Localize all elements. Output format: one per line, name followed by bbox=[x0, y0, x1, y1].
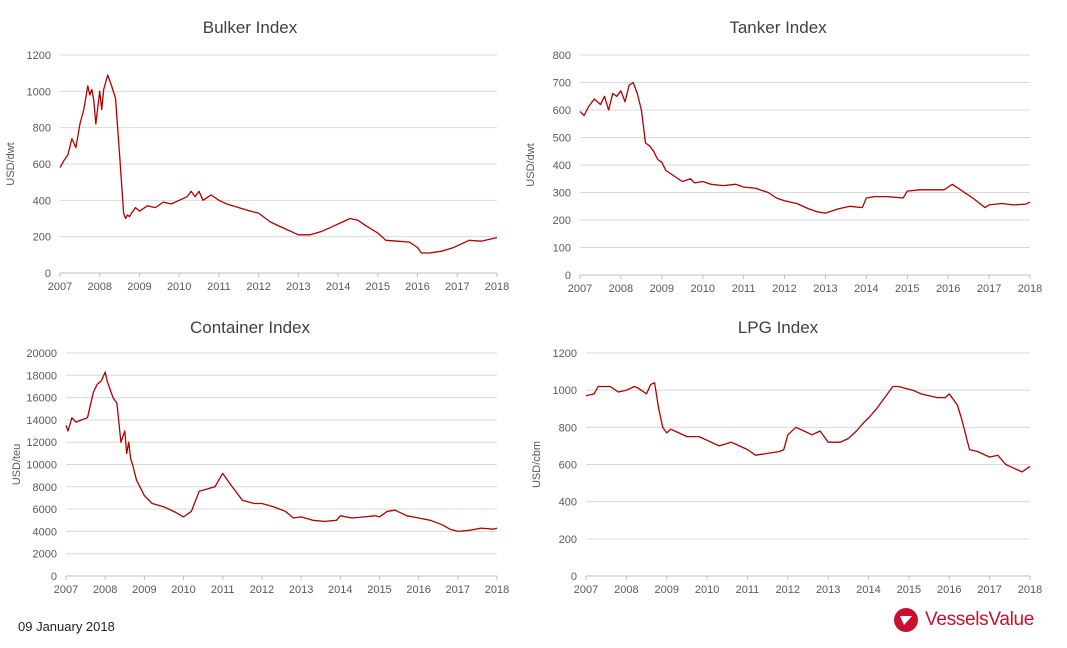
y-tick-label: 6000 bbox=[33, 504, 57, 516]
x-tick-label: 2017 bbox=[446, 584, 470, 596]
y-tick-label: 2000 bbox=[33, 549, 57, 561]
x-tick-label: 2016 bbox=[937, 584, 961, 596]
series-line bbox=[65, 371, 498, 533]
x-tick-label: 2016 bbox=[936, 283, 960, 295]
x-tick-label: 2009 bbox=[127, 281, 151, 293]
y-tick-label: 100 bbox=[553, 243, 571, 255]
x-tick-label: 2015 bbox=[895, 283, 919, 295]
x-tick-label: 2013 bbox=[286, 281, 310, 293]
y-tick-label: 1000 bbox=[553, 385, 577, 397]
chart-title: Bulker Index bbox=[203, 18, 298, 37]
x-tick-label: 2018 bbox=[485, 281, 509, 293]
x-tick-label: 2017 bbox=[977, 283, 1001, 295]
chart-title: Tanker Index bbox=[729, 18, 827, 37]
x-tick-label: 2011 bbox=[207, 281, 231, 293]
y-tick-label: 300 bbox=[553, 188, 571, 200]
x-tick-label: 2017 bbox=[445, 281, 469, 293]
y-tick-label: 1200 bbox=[27, 50, 51, 62]
series-line bbox=[59, 74, 498, 254]
y-tick-label: 1000 bbox=[27, 86, 51, 98]
x-tick-label: 2010 bbox=[690, 283, 714, 295]
chart-title: Container Index bbox=[190, 318, 311, 337]
y-tick-label: 600 bbox=[33, 159, 51, 171]
x-tick-label: 2014 bbox=[326, 281, 350, 293]
x-tick-label: 2010 bbox=[695, 584, 719, 596]
series-line bbox=[579, 81, 1031, 214]
x-tick-label: 2011 bbox=[736, 584, 760, 596]
footer-date: 09 January 2018 bbox=[18, 619, 115, 634]
x-tick-label: 2008 bbox=[87, 281, 111, 293]
x-tick-label: 2013 bbox=[289, 584, 313, 596]
y-tick-label: 4000 bbox=[33, 526, 57, 538]
x-tick-label: 2012 bbox=[250, 584, 274, 596]
y-tick-label: 20000 bbox=[26, 348, 57, 360]
x-tick-label: 2007 bbox=[574, 584, 598, 596]
x-tick-label: 2013 bbox=[813, 283, 837, 295]
x-tick-label: 2015 bbox=[367, 584, 391, 596]
x-tick-label: 2008 bbox=[614, 584, 638, 596]
x-tick-label: 2010 bbox=[167, 281, 191, 293]
y-axis-label: USD/cbm bbox=[531, 441, 543, 488]
y-tick-label: 600 bbox=[553, 105, 571, 117]
x-tick-label: 2016 bbox=[406, 584, 430, 596]
x-tick-label: 2017 bbox=[977, 584, 1001, 596]
x-tick-label: 2008 bbox=[93, 584, 117, 596]
y-tick-label: 8000 bbox=[33, 482, 57, 494]
x-tick-label: 2018 bbox=[485, 584, 509, 596]
y-tick-label: 700 bbox=[553, 78, 571, 90]
x-tick-label: 2009 bbox=[650, 283, 674, 295]
series-line bbox=[585, 382, 1031, 473]
y-tick-label: 0 bbox=[565, 270, 571, 282]
y-tick-label: 500 bbox=[553, 133, 571, 145]
y-tick-label: 18000 bbox=[26, 370, 57, 382]
y-tick-label: 0 bbox=[45, 268, 51, 280]
y-tick-label: 400 bbox=[553, 160, 571, 172]
y-tick-label: 0 bbox=[571, 571, 577, 583]
chart-title: LPG Index bbox=[738, 318, 819, 337]
x-tick-label: 2012 bbox=[772, 283, 796, 295]
x-tick-label: 2018 bbox=[1018, 584, 1042, 596]
y-axis-label: USD/dwt bbox=[525, 143, 537, 186]
y-tick-label: 400 bbox=[33, 195, 51, 207]
x-tick-label: 2009 bbox=[132, 584, 156, 596]
y-tick-label: 800 bbox=[33, 123, 51, 135]
x-tick-label: 2016 bbox=[405, 281, 429, 293]
y-tick-label: 16000 bbox=[26, 393, 57, 405]
x-tick-label: 2013 bbox=[816, 584, 840, 596]
y-tick-label: 600 bbox=[559, 460, 577, 472]
x-tick-label: 2014 bbox=[328, 584, 352, 596]
y-tick-label: 12000 bbox=[26, 437, 57, 449]
x-tick-label: 2007 bbox=[48, 281, 72, 293]
x-tick-label: 2007 bbox=[568, 283, 592, 295]
x-tick-label: 2018 bbox=[1018, 283, 1042, 295]
y-tick-label: 400 bbox=[559, 497, 577, 509]
x-tick-label: 2008 bbox=[609, 283, 633, 295]
brand-name: VesselsValue bbox=[925, 609, 1035, 630]
x-tick-label: 2014 bbox=[856, 584, 880, 596]
y-tick-label: 200 bbox=[553, 215, 571, 227]
y-tick-label: 200 bbox=[559, 534, 577, 546]
y-axis-label: USD/dwt bbox=[5, 142, 17, 185]
x-tick-label: 2014 bbox=[854, 283, 878, 295]
y-tick-label: 200 bbox=[33, 232, 51, 244]
x-tick-label: 2011 bbox=[211, 584, 235, 596]
x-tick-label: 2012 bbox=[246, 281, 270, 293]
y-tick-label: 1200 bbox=[553, 348, 577, 360]
x-tick-label: 2015 bbox=[897, 584, 921, 596]
x-tick-label: 2011 bbox=[732, 283, 756, 295]
y-tick-label: 800 bbox=[559, 422, 577, 434]
brand-logo: VesselsValue bbox=[893, 606, 1034, 634]
y-tick-label: 0 bbox=[51, 571, 57, 583]
x-tick-label: 2015 bbox=[366, 281, 390, 293]
y-tick-label: 14000 bbox=[26, 415, 57, 427]
x-tick-label: 2010 bbox=[171, 584, 195, 596]
vesselsvalue-logo-icon bbox=[894, 608, 918, 632]
y-tick-label: 10000 bbox=[26, 460, 57, 472]
x-tick-label: 2012 bbox=[776, 584, 800, 596]
y-axis-label: USD/teu bbox=[11, 444, 23, 486]
x-tick-label: 2007 bbox=[54, 584, 78, 596]
x-tick-label: 2009 bbox=[654, 584, 678, 596]
y-tick-label: 800 bbox=[553, 50, 571, 62]
